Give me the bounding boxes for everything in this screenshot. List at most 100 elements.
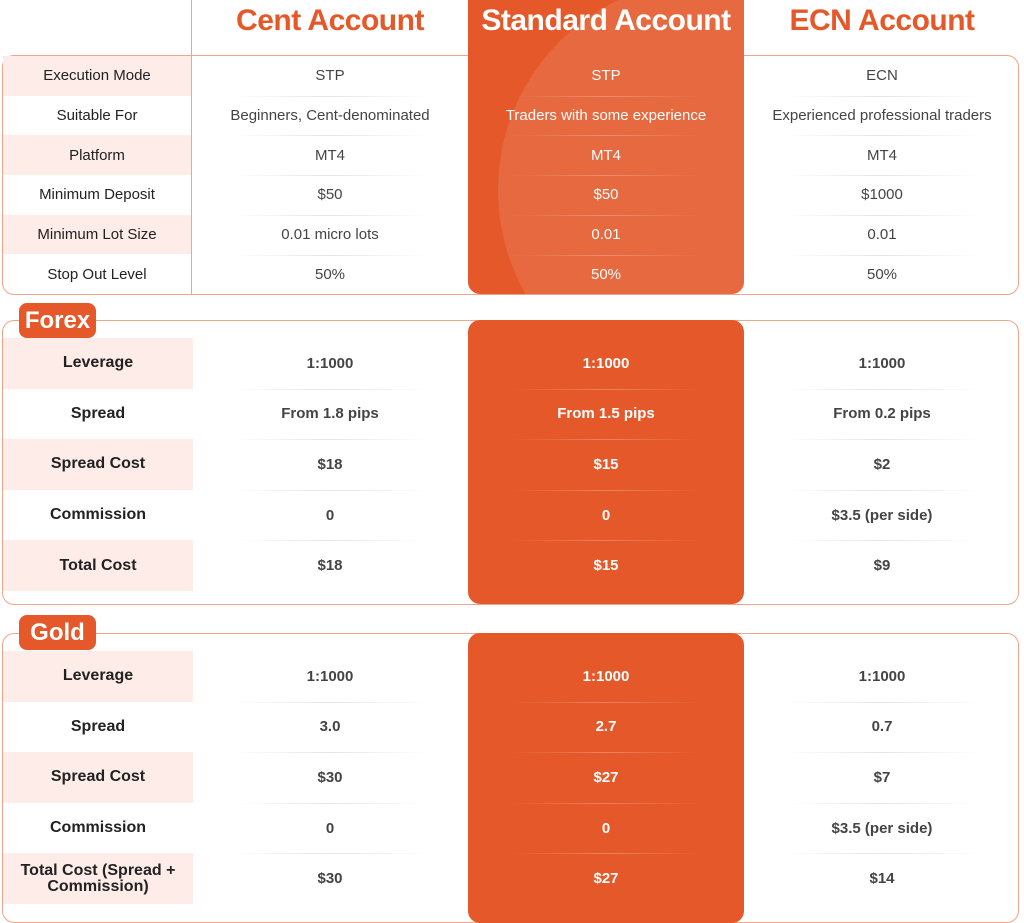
row-value: ECN: [866, 67, 898, 85]
row-divider: [784, 175, 980, 177]
row-value: STP: [315, 67, 345, 85]
row-value: MT4: [591, 146, 621, 164]
row-value: 0.01: [867, 226, 897, 244]
row-label: Commission: [49, 506, 146, 524]
row-value: From 1.8 pips: [281, 405, 379, 423]
row-divider: [232, 439, 428, 441]
row-value: 1:1000: [858, 667, 906, 685]
standard-gold-column: [468, 633, 744, 923]
row-label: Spread Cost: [3, 752, 193, 803]
row-divider: [232, 802, 428, 804]
row-value: 50%: [866, 265, 898, 283]
row-value: STP: [591, 67, 621, 85]
row-value: From 0.2 pips: [833, 405, 931, 423]
row-value: 1:1000: [858, 354, 906, 372]
row-divider: [232, 540, 428, 542]
row-label: Platform: [3, 135, 191, 176]
row-divider: [508, 95, 704, 97]
row-label: Leverage: [3, 338, 193, 389]
row-divider: [232, 254, 428, 256]
row-divider: [232, 752, 428, 754]
row-value: 0.01: [591, 226, 621, 244]
row-divider: [784, 135, 980, 137]
row-value: $15: [593, 455, 619, 473]
row-divider: [784, 752, 980, 754]
cent-account-title: Cent Account: [236, 4, 424, 37]
row-value: 0: [325, 819, 335, 837]
row-label: Total Cost (Spread + Commission): [3, 853, 193, 904]
row-divider: [232, 853, 428, 855]
row-value: Experienced professional traders: [772, 107, 992, 125]
row-divider: [784, 388, 980, 390]
row-divider: [508, 254, 704, 256]
row-label: Stop Out Level: [47, 265, 147, 283]
row-divider: [784, 439, 980, 441]
row-divider: [508, 214, 704, 216]
label-column-divider: [191, 0, 192, 294]
row-value: $1000: [861, 186, 903, 204]
row-divider: [784, 802, 980, 804]
row-value: 0: [601, 819, 611, 837]
row-value: 1:1000: [306, 354, 354, 372]
row-value: 50%: [590, 265, 622, 283]
row-divider: [784, 489, 980, 491]
row-value: $30: [317, 870, 343, 888]
row-value: $2: [873, 455, 891, 473]
row-divider: [508, 853, 704, 855]
standard-account-title: Standard Account: [481, 4, 731, 37]
row-value: $30: [317, 768, 343, 786]
row-value: Traders with some experience: [505, 107, 707, 125]
row-value: $27: [593, 768, 619, 786]
row-value: 2.7: [595, 718, 617, 736]
row-divider: [508, 439, 704, 441]
row-value: $14: [869, 870, 895, 888]
row-value: $50: [317, 186, 343, 204]
row-value: $27: [593, 870, 619, 888]
row-divider: [784, 214, 980, 216]
row-label: Spread Cost: [3, 439, 193, 490]
row-value: $50: [593, 186, 619, 204]
row-value: 1:1000: [582, 667, 630, 685]
row-value: 0: [325, 506, 335, 524]
row-value: MT4: [315, 146, 345, 164]
row-divider: [232, 388, 428, 390]
row-divider: [784, 540, 980, 542]
row-label: Spread: [70, 717, 126, 735]
row-label: Total Cost: [3, 540, 193, 591]
row-value: $18: [317, 455, 343, 473]
row-value: $15: [593, 557, 619, 575]
gold-badge: Gold: [19, 615, 96, 650]
row-value: 0.7: [871, 718, 893, 736]
ecn-account-title: ECN Account: [789, 4, 975, 37]
row-value: 1:1000: [306, 667, 354, 685]
row-value: 1:1000: [582, 354, 630, 372]
row-divider: [784, 701, 980, 703]
row-label: Leverage: [3, 651, 193, 702]
row-value: From 1.5 pips: [557, 405, 655, 423]
row-divider: [232, 489, 428, 491]
row-value: $18: [317, 557, 343, 575]
row-value: 3.0: [319, 718, 341, 736]
row-label: Execution Mode: [3, 56, 191, 96]
row-label: Suitable For: [56, 107, 138, 125]
row-value: 0.01 micro lots: [281, 226, 379, 244]
standard-account-column: [468, 0, 744, 294]
row-divider: [508, 175, 704, 177]
row-divider: [232, 214, 428, 216]
row-value: MT4: [867, 146, 897, 164]
row-divider: [784, 254, 980, 256]
row-divider: [508, 701, 704, 703]
row-label: Minimum Deposit: [39, 186, 155, 204]
row-divider: [232, 135, 428, 137]
row-label: Minimum Lot Size: [3, 214, 191, 255]
row-divider: [232, 95, 428, 97]
row-divider: [508, 752, 704, 754]
row-divider: [232, 175, 428, 177]
row-divider: [508, 489, 704, 491]
row-label: Commission: [49, 819, 146, 837]
row-value: 50%: [314, 265, 346, 283]
row-value: $3.5 (per side): [831, 506, 933, 524]
row-divider: [232, 701, 428, 703]
row-divider: [784, 853, 980, 855]
forex-badge: Forex: [19, 303, 96, 338]
